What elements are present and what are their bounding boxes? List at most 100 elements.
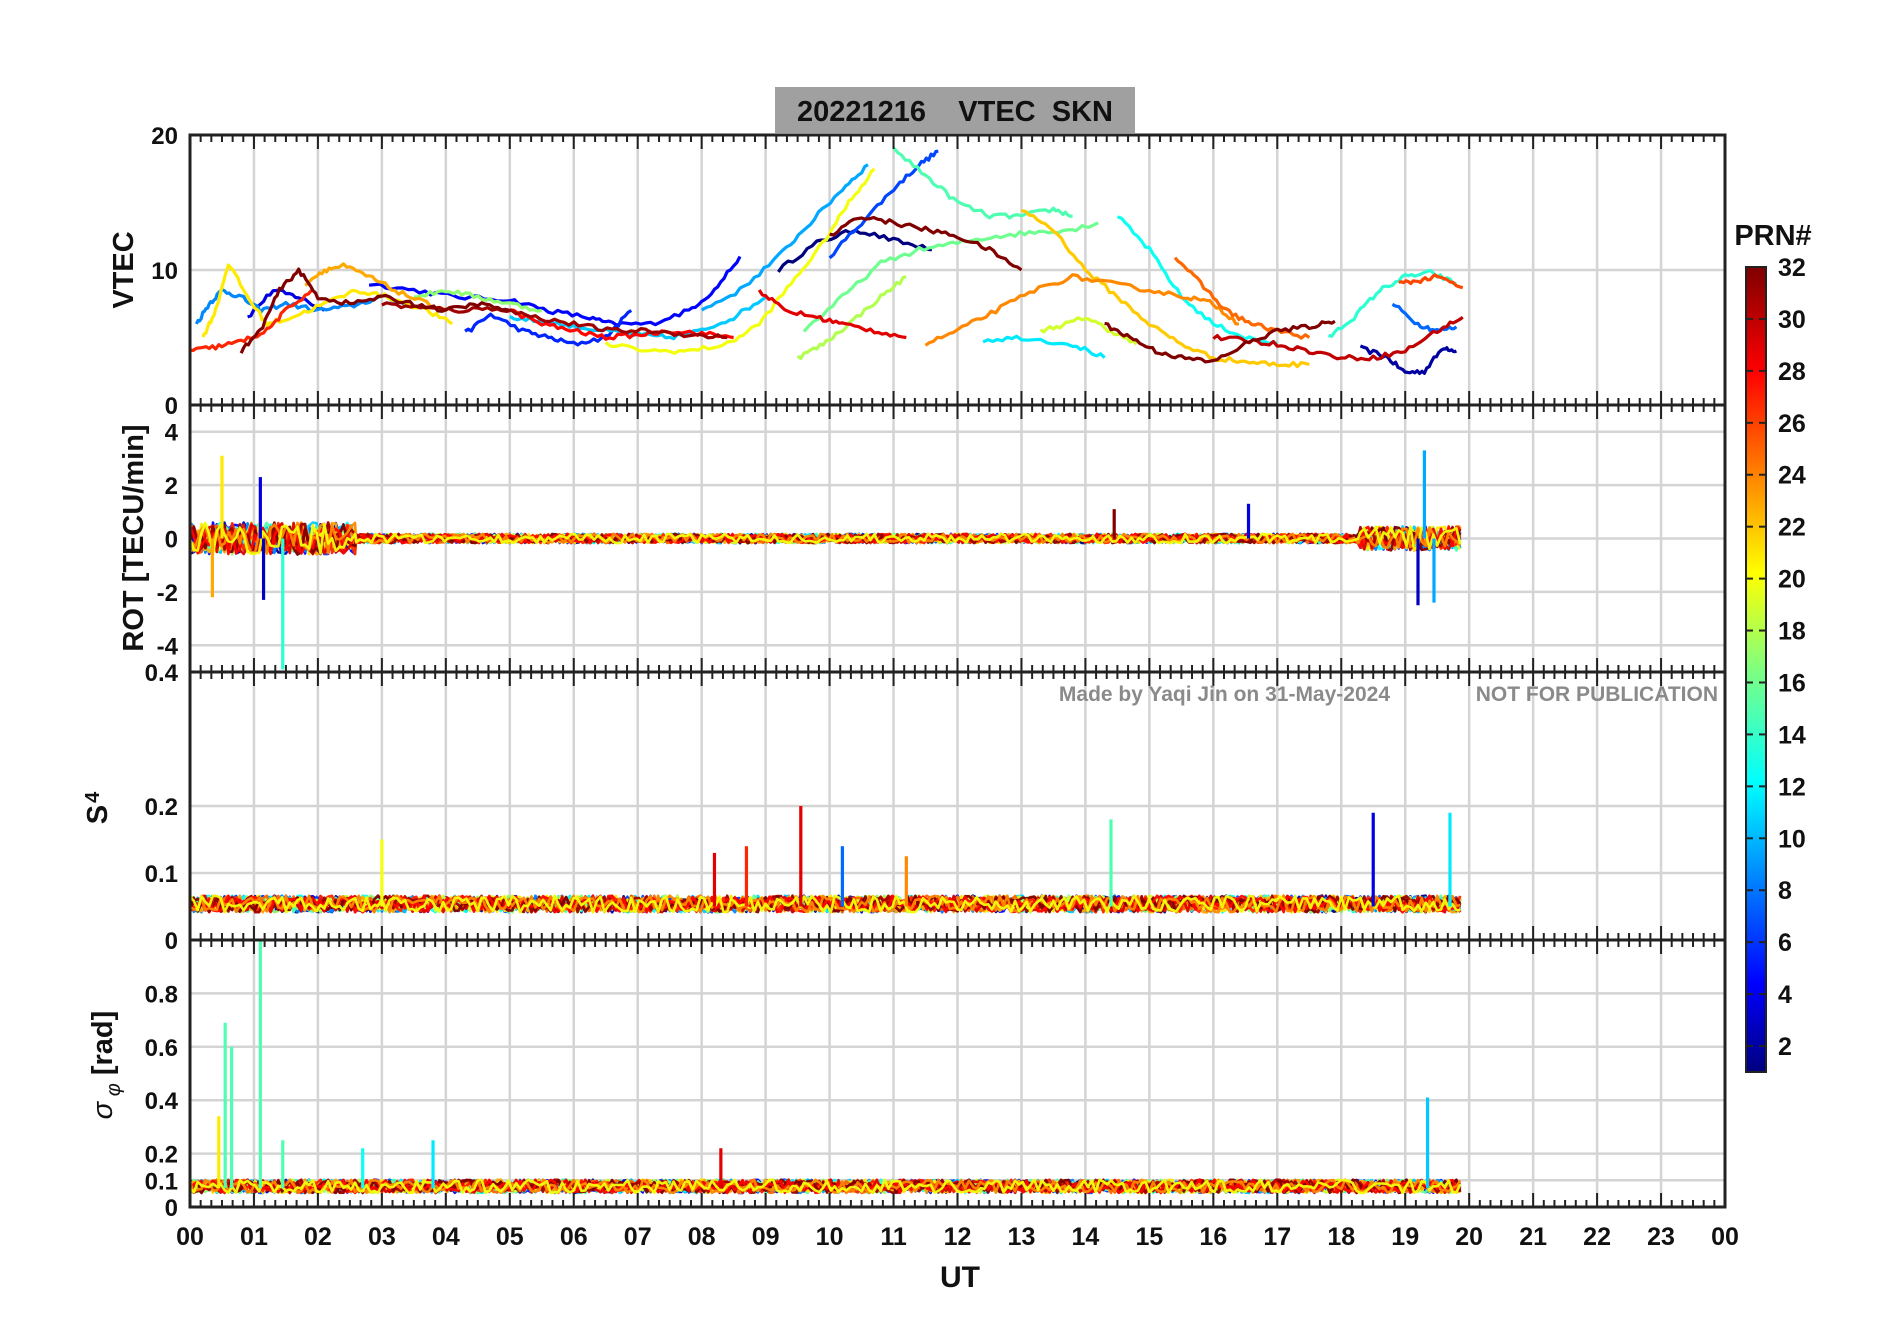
colorbar-tick-label: 30 — [1778, 306, 1806, 334]
x-tick-label: 02 — [304, 1223, 332, 1251]
y-tick-label: 0.8 — [145, 981, 178, 1008]
vtec-series-prn-15 — [892, 146, 1073, 220]
y-tick-label: 0.2 — [145, 794, 178, 821]
vtec-series-prn-13 — [1116, 215, 1279, 346]
colorbar-tick-label: 6 — [1778, 929, 1792, 957]
x-tick-label: 10 — [816, 1223, 844, 1251]
x-tick-label: 09 — [752, 1223, 780, 1251]
title-box — [775, 87, 1135, 133]
vtec-series-prn-10 — [700, 163, 869, 312]
x-tick-label: 00 — [1711, 1223, 1739, 1251]
colorbar-tick-label: 18 — [1778, 618, 1806, 646]
x-tick-label: 17 — [1263, 1223, 1291, 1251]
y-tick-label: 0 — [165, 393, 178, 420]
x-tick-label: 13 — [1008, 1223, 1036, 1251]
x-tick-label: 16 — [1199, 1223, 1227, 1251]
x-tick-label: 14 — [1072, 1223, 1100, 1251]
x-axis-tick-labels: 00 01 02 03 04 05 06 07 08 09 10 11 12 13 14 15 16 17 18 19… — [176, 1223, 1739, 1251]
colorbar-tick-label: 10 — [1778, 825, 1806, 853]
vtec-series-prn-22 — [1021, 208, 1310, 369]
x-tick-label: 08 — [688, 1223, 716, 1251]
plot-area — [188, 806, 1462, 914]
colorbar-tick-label: 28 — [1778, 358, 1806, 386]
y-tick-label: -2 — [157, 580, 178, 607]
plot-area — [188, 450, 1462, 670]
vtec-series-prn-32 — [829, 215, 1023, 272]
colorbar-title: PRN# — [1734, 220, 1811, 252]
chart-title: 20221216 VTEC SKN — [797, 96, 1113, 128]
axis-ticks — [189, 405, 1726, 672]
y-tick-label: 0 — [165, 928, 178, 955]
panel-vtec: 0 10 20 — [151, 123, 1727, 420]
y-axis-label-sigma-phi: σ φ [rad] — [87, 1011, 125, 1120]
colorbar-tick-label: 2 — [1778, 1033, 1792, 1061]
y-tick-label: 0.6 — [145, 1035, 178, 1062]
vtec-series-prn-16 — [802, 221, 1099, 333]
watermark-author: Made by Yaqi Jin on 31-May-2024 — [1059, 683, 1390, 706]
colorbar-tick-label: 32 — [1778, 254, 1806, 282]
x-tick-label: 07 — [624, 1223, 652, 1251]
x-tick-label: 03 — [368, 1223, 396, 1251]
y-tick-label: 4 — [165, 420, 179, 447]
vtec-series-prn-24 — [924, 273, 1239, 347]
y-tick-label: 0.2 — [145, 1142, 178, 1169]
y-tick-label: 0 — [165, 1195, 178, 1222]
x-tick-label: 01 — [240, 1223, 268, 1251]
y-axis-label-sigma-symbol: σ — [87, 1100, 119, 1119]
vtec-series-prn-29 — [757, 289, 907, 340]
colorbar — [1745, 266, 1767, 1073]
plot-area — [189, 146, 1464, 375]
y-axis-label-rad: [rad] — [87, 1011, 119, 1084]
panel-rot: -4 -2 0 2 4 — [157, 403, 1727, 674]
colorbar-tick-label: 12 — [1778, 773, 1806, 801]
x-tick-label: 20 — [1455, 1223, 1483, 1251]
axis-ticks — [189, 135, 1726, 405]
x-tick-label: 12 — [944, 1223, 972, 1251]
colorbar-tick-label: 16 — [1778, 669, 1806, 697]
vtec-series-prn-25 — [1173, 256, 1311, 340]
y-tick-label: 0.4 — [145, 1088, 179, 1115]
y-axis-label-phi-symbol: φ — [103, 1083, 125, 1102]
watermark-not-for-publication: NOT FOR PUBLICATION — [1476, 683, 1718, 706]
x-axis-label: UT — [940, 1261, 980, 1294]
x-tick-label: 06 — [560, 1223, 588, 1251]
y-tick-label: 0.4 — [145, 660, 179, 687]
y-tick-label: 10 — [151, 258, 178, 285]
vtec-series-prn-7 — [828, 149, 939, 260]
y-tick-label: 0.1 — [145, 1168, 178, 1195]
vtec-series-prn-26 — [1398, 273, 1464, 290]
vtec-series-prn-32 — [1104, 319, 1336, 364]
y-tick-label: 0.1 — [145, 861, 178, 888]
colorbar-tick-label: 4 — [1778, 981, 1792, 1009]
vtec-series-prn-23 — [304, 262, 454, 312]
y-axis-label-s4-sub: 4 — [82, 791, 104, 803]
colorbar-tick-label: 22 — [1778, 514, 1806, 542]
colorbar-tick-label: 20 — [1778, 566, 1806, 594]
plot-area — [188, 940, 1462, 1195]
x-tick-label: 19 — [1391, 1223, 1419, 1251]
colorbar-tick-label: 26 — [1778, 410, 1806, 438]
vtec-series-prn-32 — [239, 267, 511, 354]
panel-sigma-phi: 00.10.2 0.4 0.6 0.8 — [145, 938, 1727, 1222]
noise-series-prn-24 — [189, 894, 1461, 914]
x-tick-label: 11 — [880, 1223, 907, 1251]
vtec-series-prn-31 — [381, 301, 728, 340]
vtec-series-prn-8 — [1391, 302, 1458, 333]
vtec-series-prn-6 — [464, 309, 633, 347]
y-axis-label-rot: ROT [TECU/min] — [118, 424, 150, 651]
vtec-series-prn-5 — [368, 255, 742, 327]
vtec-series-prn-20 — [604, 167, 876, 355]
panel-s4: 0 0.1 0.2 0.4 — [145, 660, 1727, 955]
y-axis-label-vtec: VTEC — [108, 231, 140, 308]
noise-series-prn-20 — [189, 1178, 1462, 1195]
vtec-series-prn-17 — [413, 289, 543, 313]
colorbar-tick-label: 24 — [1778, 462, 1806, 490]
y-tick-label: 2 — [165, 473, 178, 500]
x-tick-label: 05 — [496, 1223, 524, 1251]
x-tick-label: 15 — [1135, 1223, 1163, 1251]
noise-series-prn-20 — [189, 894, 1461, 914]
y-tick-label: 20 — [151, 123, 178, 150]
